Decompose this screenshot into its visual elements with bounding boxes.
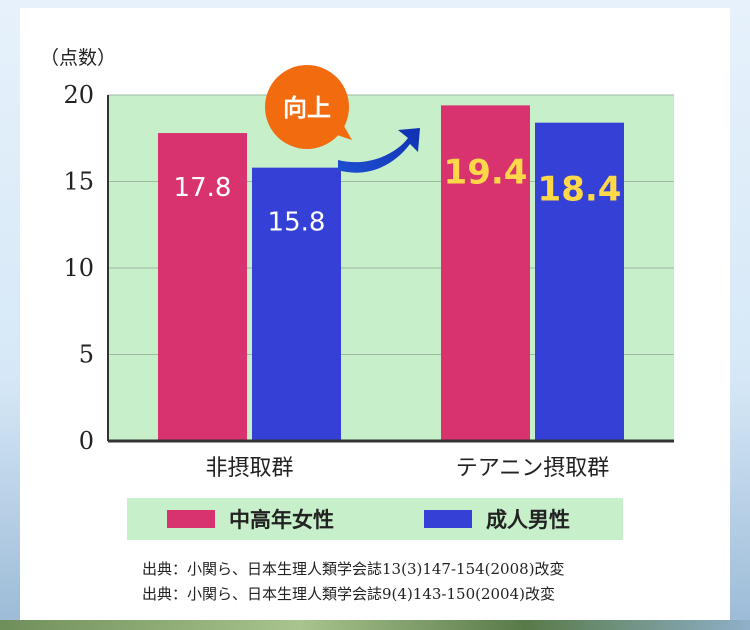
background-scenery <box>0 620 750 630</box>
data-label: 19.4 <box>444 152 528 192</box>
data-label: 18.4 <box>538 170 622 210</box>
bar-0-0 <box>158 133 247 441</box>
source-note-2: 出典：小関ら、日本生理人類学会誌9(4)143-150(2004)改変 <box>142 585 555 603</box>
y-axis-unit-label: （点数） <box>40 47 116 69</box>
y-tick-label: 5 <box>79 341 94 369</box>
x-category-label: 非摂取群 <box>205 456 293 481</box>
callout-text: 向上 <box>283 94 331 122</box>
improvement-callout: 向上 <box>265 65 420 173</box>
callout-bubble <box>265 65 349 149</box>
callout-arrow <box>338 128 420 173</box>
bar-1-0 <box>441 105 530 441</box>
bar-1-1 <box>535 122 624 442</box>
y-tick-label: 10 <box>63 254 94 282</box>
data-label: 17.8 <box>174 173 232 203</box>
y-tick-label: 15 <box>63 168 94 196</box>
legend-swatch <box>424 510 472 528</box>
x-category-label: テアニン摂取群 <box>456 456 610 481</box>
legend-label: 成人男性 <box>486 508 570 532</box>
source-note-1: 出典：小関ら、日本生理人類学会誌13(3)147-154(2008)改変 <box>142 560 565 578</box>
legend-swatch <box>167 510 215 528</box>
y-tick-label: 0 <box>79 427 94 455</box>
legend-label: 中高年女性 <box>229 508 334 532</box>
bar-0-1 <box>252 167 341 441</box>
y-tick-label: 20 <box>63 81 94 109</box>
data-label: 15.8 <box>268 208 326 238</box>
